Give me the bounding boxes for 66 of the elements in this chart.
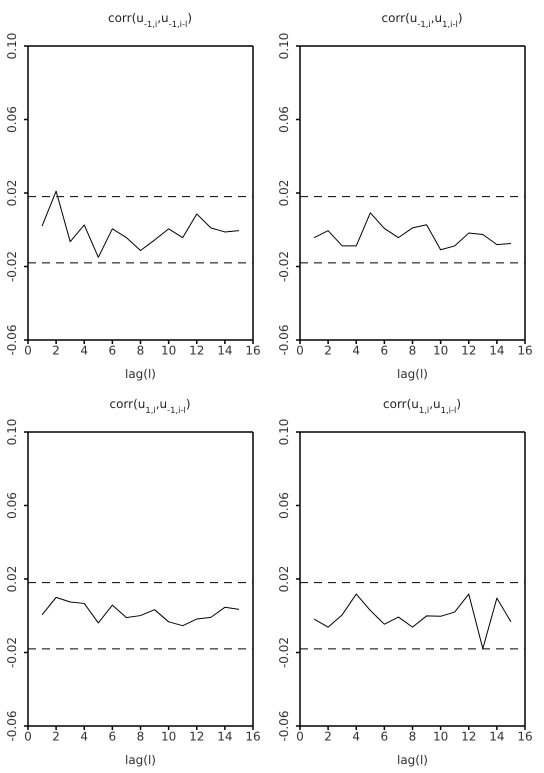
x-tick-label: 6	[108, 730, 116, 744]
y-tick-label: 0.06	[5, 492, 19, 519]
x-tick-label: 12	[461, 730, 476, 744]
chart-title: corr(u$_{1,i}$,u$_{-1,i-l}$)	[109, 397, 191, 415]
x-tick-label: 0	[24, 344, 32, 358]
y-tick-label: 0.10	[277, 418, 291, 446]
chart-title: corr(u$_{1,i}$,u$_{1,i-l}$)	[383, 397, 461, 415]
x-tick-label: 8	[136, 344, 144, 358]
y-tick-label: 0.06	[277, 492, 291, 519]
x-tick-label: 6	[380, 730, 388, 744]
x-tick-label: 4	[80, 730, 88, 744]
y-tick-label: -0.02	[277, 636, 291, 668]
x-tick-label: 4	[352, 344, 360, 358]
x-tick-label: 2	[52, 730, 60, 744]
x-tick-label: 10	[160, 344, 176, 358]
x-tick-label: 6	[380, 344, 388, 358]
x-tick-label: 0	[296, 344, 304, 358]
x-tick-label: 16	[517, 344, 533, 358]
y-tick-label: -0.02	[277, 250, 291, 282]
x-tick-label: 14	[217, 730, 233, 744]
x-axis-title: lag(l)	[396, 753, 428, 767]
x-tick-label: 12	[189, 730, 204, 744]
y-tick-label: -0.06	[277, 324, 291, 356]
chart-title: corr(u$_{-1,i}$,u$_{1,i-l}$)	[381, 11, 463, 29]
x-tick-label: 16	[245, 730, 261, 744]
x-tick-label: 10	[160, 730, 176, 744]
y-tick-label: -0.02	[5, 250, 19, 282]
x-tick-label: 10	[432, 344, 448, 358]
x-tick-label: 6	[108, 344, 116, 358]
x-axis-title: lag(l)	[124, 367, 156, 381]
x-tick-label: 2	[324, 730, 332, 744]
x-tick-label: 16	[517, 730, 533, 744]
line-series	[314, 212, 512, 250]
y-tick-label: 0.06	[277, 106, 291, 133]
y-tick-label: 0.06	[5, 106, 19, 133]
x-tick-label: 0	[296, 730, 304, 744]
chart-title: corr(u$_{-1,i}$,u$_{-1,i-l}$)	[108, 11, 192, 29]
y-tick-label: -0.06	[5, 710, 19, 742]
y-tick-label: 0.02	[5, 180, 19, 206]
x-tick-label: 2	[324, 344, 332, 358]
y-tick-label: -0.06	[5, 324, 19, 356]
y-tick-label: 0.02	[277, 566, 291, 592]
x-tick-label: 8	[408, 730, 416, 744]
y-tick-label: -0.02	[5, 636, 19, 668]
x-tick-label: 4	[352, 730, 360, 744]
x-tick-label: 16	[245, 344, 261, 358]
y-tick-label: -0.06	[277, 710, 291, 742]
x-axis-title: lag(l)	[124, 753, 156, 767]
y-tick-label: 0.02	[5, 566, 19, 592]
x-tick-label: 10	[432, 730, 448, 744]
x-tick-label: 8	[136, 730, 144, 744]
x-tick-label: 2	[52, 344, 60, 358]
line-series	[42, 596, 240, 626]
y-tick-label: 0.10	[277, 32, 291, 60]
y-tick-label: 0.10	[5, 418, 19, 446]
x-tick-label: 4	[80, 344, 88, 358]
y-tick-label: 0.10	[5, 32, 19, 60]
x-axis-title: lag(l)	[396, 367, 428, 381]
x-tick-label: 12	[461, 344, 476, 358]
x-tick-label: 14	[489, 344, 505, 358]
x-tick-label: 8	[408, 344, 416, 358]
x-tick-label: 0	[24, 730, 32, 744]
x-tick-label: 14	[217, 344, 233, 358]
x-tick-label: 14	[489, 730, 505, 744]
x-tick-label: 12	[189, 344, 204, 358]
y-tick-label: 0.02	[277, 180, 291, 206]
